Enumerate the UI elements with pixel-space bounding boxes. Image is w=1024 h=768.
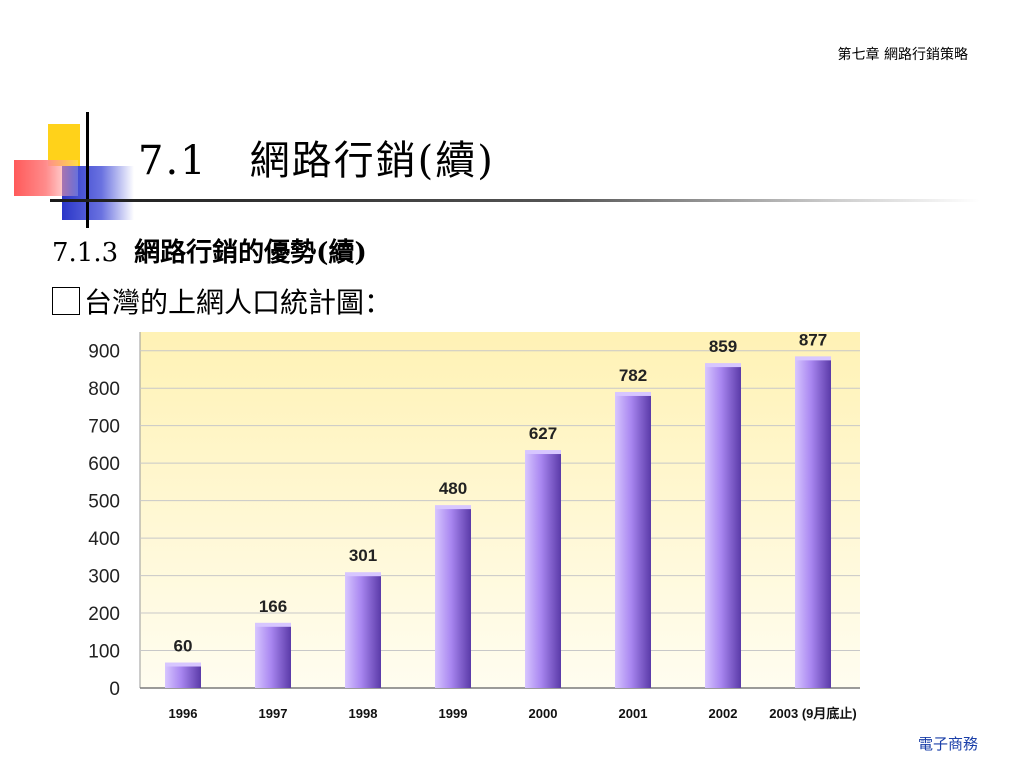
bar bbox=[615, 394, 651, 688]
y-tick-label: 400 bbox=[88, 529, 120, 550]
data-label: 60 bbox=[174, 637, 193, 656]
bar-top bbox=[255, 622, 291, 627]
bar-top bbox=[525, 450, 561, 455]
decor-red-square bbox=[14, 160, 78, 196]
slide-title: 7.1 網路行銷(續) bbox=[138, 138, 495, 184]
section-number: 7.1.3 bbox=[52, 238, 119, 268]
x-tick-label: 1997 bbox=[259, 706, 288, 721]
chapter-header: 第七章 網路行銷策略 bbox=[837, 47, 968, 63]
bar bbox=[705, 366, 741, 688]
data-label: 480 bbox=[439, 479, 467, 498]
bar bbox=[795, 359, 831, 688]
bar-top bbox=[435, 505, 471, 510]
y-tick-label: 300 bbox=[88, 567, 120, 588]
bar bbox=[435, 508, 471, 688]
y-tick-label: 700 bbox=[88, 417, 120, 438]
decor-vertical-rule bbox=[86, 112, 89, 228]
y-tick-label: 500 bbox=[88, 492, 120, 513]
y-tick-label: 600 bbox=[88, 454, 120, 475]
x-tick-label: 1998 bbox=[349, 706, 378, 721]
bar bbox=[345, 575, 381, 688]
decor-yellow-square bbox=[48, 124, 80, 166]
y-tick-label: 800 bbox=[88, 379, 120, 400]
y-tick-label: 200 bbox=[88, 604, 120, 625]
x-tick-label: 2001 bbox=[619, 706, 648, 721]
data-label: 859 bbox=[709, 337, 737, 356]
data-label: 166 bbox=[259, 597, 287, 616]
bullet-square-icon bbox=[52, 287, 80, 315]
bullet-item: 台灣的上網人口統計圖： bbox=[52, 281, 392, 321]
x-tick-label: 1996 bbox=[169, 706, 198, 721]
data-label: 627 bbox=[529, 424, 557, 443]
bar bbox=[165, 665, 201, 688]
data-label: 782 bbox=[619, 366, 647, 385]
section-heading: 7.1.3 網路行銷的優勢(續) bbox=[52, 232, 367, 269]
section-title: 網路行銷的優勢(續) bbox=[134, 238, 367, 268]
bullet-text: 台灣的上網人口統計圖： bbox=[84, 286, 393, 319]
x-tick-label: 2002 bbox=[709, 706, 738, 721]
data-label: 877 bbox=[799, 330, 827, 349]
bar bbox=[525, 453, 561, 688]
footer-label: 電子商務 bbox=[917, 735, 978, 753]
plot-area bbox=[140, 332, 860, 688]
bar bbox=[255, 625, 291, 688]
data-label: 301 bbox=[349, 546, 377, 565]
y-tick-label: 0 bbox=[109, 679, 120, 700]
bar-top bbox=[615, 391, 651, 396]
x-tick-label: 2003 (9月底止) bbox=[769, 706, 856, 721]
x-tick-label: 2000 bbox=[529, 706, 558, 721]
internet-population-chart: 0 100 200 300 400 500 600 700 800 900 60 1996 166 199… bbox=[88, 330, 860, 721]
bar-top bbox=[345, 572, 381, 577]
y-tick-label: 100 bbox=[88, 642, 120, 663]
x-tick-label: 1999 bbox=[439, 706, 468, 721]
y-tick-label: 900 bbox=[88, 342, 120, 363]
bar-top bbox=[705, 363, 741, 368]
title-underline bbox=[50, 199, 980, 202]
bar-top bbox=[795, 356, 831, 361]
bar-top bbox=[165, 662, 201, 667]
